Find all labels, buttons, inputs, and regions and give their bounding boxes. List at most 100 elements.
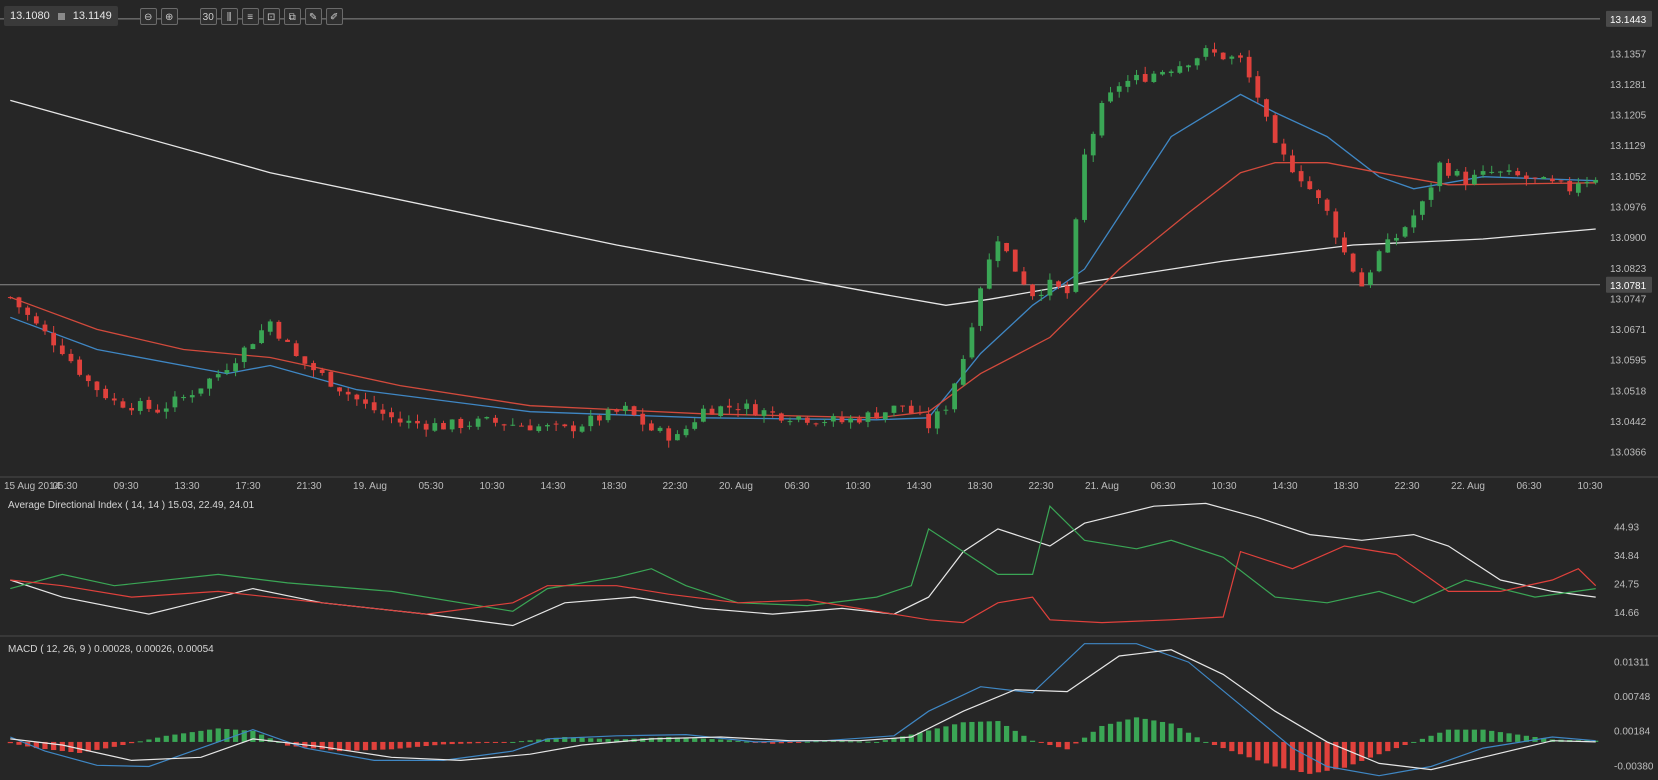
candle-up <box>449 419 455 430</box>
macd-histogram-bar-negative <box>77 741 83 753</box>
candle-down <box>42 324 48 332</box>
macd-title: MACD ( 12, 26, 9 ) 0.00028, 0.00026, 0.0… <box>8 644 214 655</box>
candle-down <box>1056 281 1061 287</box>
candle-down <box>1246 56 1252 78</box>
candle-down <box>666 428 672 441</box>
macd-histogram-bar-negative <box>1333 741 1339 770</box>
candle-up <box>215 374 221 378</box>
adx-series-line <box>10 505 1596 612</box>
candle-down <box>94 381 100 391</box>
price-tick-label: 13.0671 <box>1610 325 1647 336</box>
macd-histogram-bar-negative <box>1385 741 1391 752</box>
macd-histogram-bar-positive <box>1489 730 1495 742</box>
macd-histogram-bar-positive <box>250 730 256 742</box>
macd-histogram-bar-negative <box>59 741 65 752</box>
macd-histogram-bar-negative <box>362 741 369 751</box>
zoom-in-icon[interactable]: ⊕ <box>160 7 178 25</box>
candle-down <box>129 407 134 411</box>
candle-down <box>1012 249 1018 272</box>
candle-up <box>675 434 680 441</box>
macd-histogram-bar-negative <box>1229 741 1235 752</box>
candle-up <box>510 424 516 426</box>
candle-up <box>657 427 663 431</box>
candle-up <box>406 420 412 423</box>
macd-histogram-bar-negative <box>111 741 117 747</box>
time-tick-label: 14:30 <box>906 481 931 492</box>
macd-histogram-bar-positive <box>995 721 1001 742</box>
candle-down <box>397 418 403 423</box>
macd-histogram-bar-positive <box>596 738 603 742</box>
macd-histogram-bar-positive <box>977 721 984 742</box>
macd-histogram-bar-positive <box>1177 728 1183 742</box>
candle-up <box>692 422 698 429</box>
macd-histogram-bar-positive <box>1454 729 1460 742</box>
macd-histogram-bar-negative <box>1038 741 1044 743</box>
macd-panel[interactable]: MACD ( 12, 26, 9 ) 0.00028, 0.00026, 0.0… <box>7 643 1654 777</box>
macd-tick-label: 0.00184 <box>1614 727 1651 738</box>
macd-histogram-bar-negative <box>1237 741 1244 755</box>
price-tick-label: 13.1205 <box>1610 110 1647 121</box>
candle-up <box>163 408 169 412</box>
macd-histogram-bar-positive <box>155 737 161 742</box>
candle-down <box>1523 175 1529 179</box>
time-tick-label: 19. Aug <box>353 481 387 492</box>
candle-down <box>839 416 845 423</box>
macd-histogram-bar-positive <box>986 721 992 742</box>
macd-histogram-bar-negative <box>1055 741 1062 748</box>
candle-up <box>1134 74 1139 81</box>
macd-histogram-bar-positive <box>657 737 663 742</box>
candle-down <box>735 409 741 411</box>
candle-up <box>822 422 828 424</box>
macd-tick-label: 0.00748 <box>1614 692 1651 703</box>
candle-up <box>1194 58 1200 66</box>
macd-histogram-bar-positive <box>1497 732 1503 742</box>
candle-up <box>830 416 836 422</box>
candle-down <box>926 413 931 429</box>
time-tick-label: 21. Aug <box>1085 481 1119 492</box>
macd-histogram-bar-positive <box>865 741 871 743</box>
price-tick-label: 13.0595 <box>1610 356 1647 367</box>
macd-histogram-bar-positive <box>1116 721 1122 742</box>
candle-up <box>969 327 975 358</box>
indicators-icon[interactable]: ≡ <box>241 7 259 25</box>
macd-histogram-bar-positive <box>544 738 551 742</box>
time-tick-label: 05:30 <box>418 481 443 492</box>
draw-icon[interactable]: ✐ <box>325 7 343 25</box>
price-panel[interactable]: 13.1443 13.1357 13.1281 13.1205 13.1129 13.10… <box>0 0 1658 492</box>
chart-settings-icon[interactable]: ⊡ <box>262 7 280 25</box>
zoom-out-icon[interactable]: ⊖ <box>139 7 157 25</box>
candle-down <box>813 423 819 425</box>
macd-histogram-bar-positive <box>804 741 810 743</box>
macd-histogram-bar-negative <box>1073 741 1079 744</box>
candle-down <box>155 409 160 413</box>
candle-up <box>1420 201 1425 215</box>
edit-icon[interactable]: ✎ <box>304 7 322 25</box>
macd-histogram-bar-negative <box>1341 741 1348 768</box>
separator-square-icon <box>57 12 65 20</box>
candle-down <box>389 412 394 418</box>
candle-down <box>1567 180 1573 192</box>
templates-icon[interactable]: ⧉ <box>283 7 301 25</box>
candle-up <box>1108 92 1113 102</box>
candle-down <box>380 409 386 414</box>
candle-down <box>103 388 109 399</box>
macd-histogram-bar-negative <box>354 741 360 751</box>
candle-down <box>1350 253 1356 272</box>
adx-tick-label: 44.93 <box>1614 522 1639 533</box>
moving-average-line <box>10 93 1596 421</box>
candle-up <box>943 409 949 411</box>
candle-down <box>1532 177 1538 179</box>
macd-histogram-bar-negative <box>33 741 39 749</box>
timeframe-30-icon[interactable]: 30 <box>199 7 217 25</box>
macd-histogram-bar-positive <box>224 729 230 742</box>
candle-down <box>371 402 377 411</box>
bar-type-icon[interactable]: ⫼ <box>220 7 238 25</box>
macd-histogram-bar-negative <box>761 741 767 744</box>
candle-up <box>1472 174 1477 185</box>
macd-histogram-bar-negative <box>319 741 325 750</box>
candle-up <box>623 405 628 411</box>
candle-up <box>1489 171 1495 173</box>
adx-panel[interactable]: Average Directional Index ( 14, 14 ) 15.… <box>0 500 1658 637</box>
macd-histogram-bar-positive <box>726 740 732 742</box>
